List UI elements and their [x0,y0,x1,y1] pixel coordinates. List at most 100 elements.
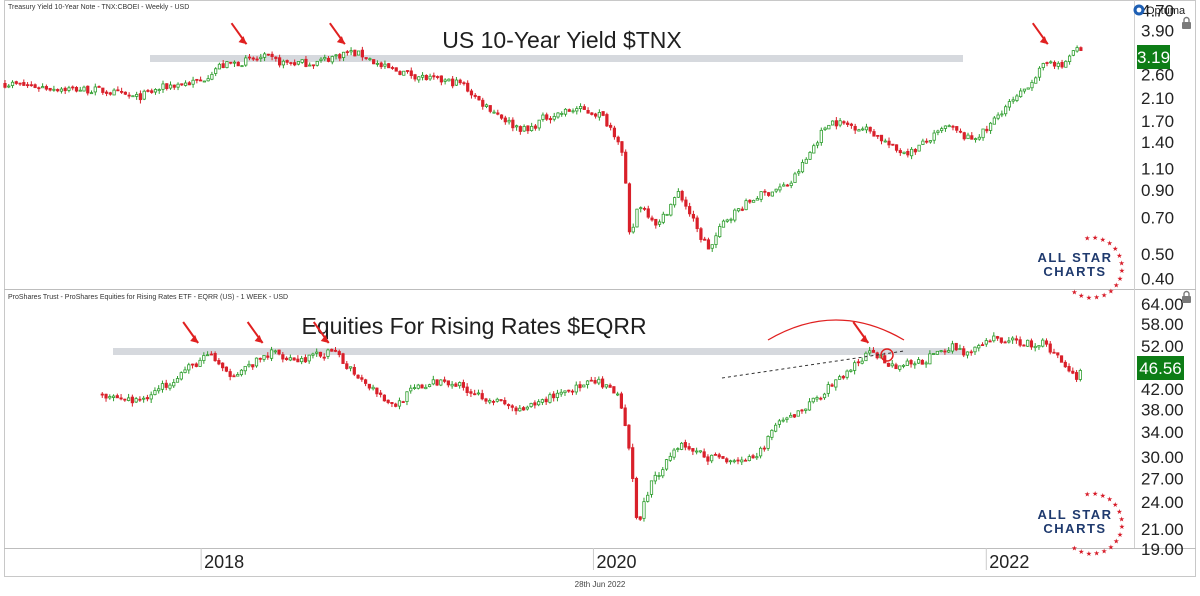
candle [1049,60,1053,64]
candle [424,384,428,390]
candle [142,89,146,101]
candle [582,384,586,388]
candle [631,223,635,234]
candle [239,369,244,377]
candle [868,346,872,356]
candle [319,57,323,63]
candle [721,456,725,460]
candle [751,453,755,459]
candle [797,169,801,176]
svg-text:★: ★ [1119,523,1125,531]
candle [570,389,575,396]
svg-text:★: ★ [1108,287,1114,295]
candle [262,52,267,62]
candle [841,375,845,380]
candle [1019,88,1023,98]
candle [18,82,22,86]
candle [728,459,733,465]
candle [1014,335,1018,344]
candle [224,366,229,373]
candle [63,86,67,95]
candle [823,126,827,132]
candle [179,371,183,381]
candle [138,396,142,402]
candle [695,215,699,233]
candle [1037,66,1042,81]
candle [402,70,406,76]
candle [97,85,101,88]
candle [266,53,270,56]
candle [590,112,594,116]
candle [691,448,695,456]
last-price-badge [1137,45,1170,69]
red-arrow-icon [246,321,264,344]
candle [1063,360,1067,368]
candle [244,55,248,67]
y-tick-label: 0.90 [1141,181,1174,200]
candle [499,114,504,120]
lock-icon[interactable] [1182,16,1191,30]
candle [996,112,1000,121]
candle [597,109,601,121]
svg-text:★: ★ [1119,267,1125,275]
candle [240,65,244,68]
candle [627,424,631,451]
resistance-band [150,55,963,62]
candle [33,83,37,89]
candle [544,396,548,405]
candle [255,56,259,62]
candle [763,189,767,196]
candle [390,65,395,70]
candle [688,202,692,217]
arrows [230,22,1049,45]
candle [195,78,199,84]
candle [427,383,432,388]
candle [529,402,533,408]
candle [698,450,702,454]
candle [503,397,507,406]
last-price-badge [1137,356,1184,380]
candle [988,121,993,134]
y-tick-label: 3.90 [1141,22,1174,41]
candle [123,91,127,96]
candle [650,215,654,222]
candle [856,358,860,367]
candle [187,81,191,86]
svg-text:★: ★ [1108,543,1114,551]
candle [311,352,315,359]
candle [736,457,740,465]
red-arrow-icon [1031,22,1049,45]
candle [229,61,233,65]
candle [1003,340,1007,344]
candle [619,391,623,410]
candle [1041,62,1045,71]
candle [624,149,628,184]
candle [1056,352,1060,359]
candle [947,124,951,128]
candle [1059,355,1064,363]
candle [526,125,530,134]
candle [145,394,150,402]
candle [492,109,496,114]
candle [345,360,349,370]
candle [120,87,124,94]
y-tick-label: 27.00 [1141,469,1184,488]
candle [29,81,33,87]
candle [205,351,210,357]
candle [578,103,583,113]
last-price-value: 3.19 [1137,48,1170,67]
lock-icon[interactable] [1182,290,1191,304]
y-tick-label: 34.00 [1141,423,1184,442]
x-tick-label: 2022 [989,552,1029,572]
candle [906,148,910,158]
candle [593,377,597,385]
candle [466,80,470,93]
candle [1048,341,1052,355]
candle [131,95,135,98]
candle [521,406,526,411]
candle [202,80,206,83]
candle [721,219,726,228]
candle [842,120,846,125]
svg-text:★: ★ [1100,492,1106,500]
